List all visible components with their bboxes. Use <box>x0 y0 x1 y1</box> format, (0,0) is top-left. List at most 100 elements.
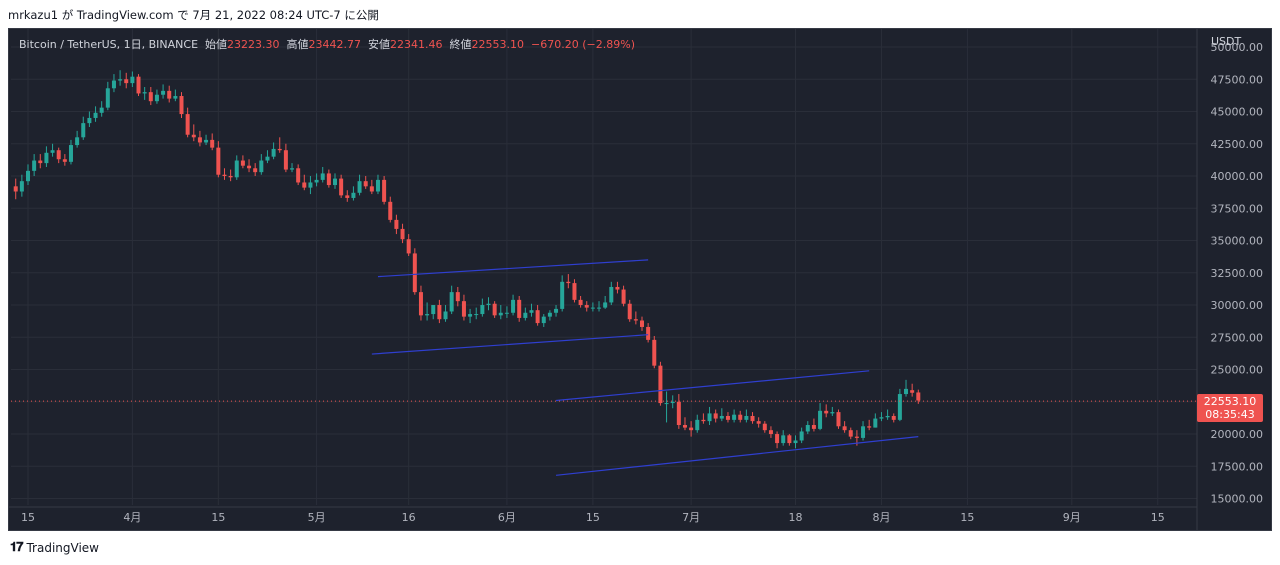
candle-body <box>210 139 215 148</box>
candle-body <box>799 431 804 441</box>
candle-body <box>517 299 522 318</box>
change-value: −670.20 (−2.89%) <box>531 38 635 51</box>
candlestick-chart[interactable]: 17500.0020000.0022500.0025000.0027500.00… <box>9 29 1271 530</box>
candle-body <box>775 434 780 444</box>
close-value: 22553.10 <box>471 38 525 51</box>
candle-body <box>130 76 135 84</box>
candle-body <box>197 137 202 143</box>
candle-body <box>738 414 743 420</box>
candle-body <box>664 403 669 405</box>
candle-body <box>443 311 448 320</box>
symbol-legend: Bitcoin / TetherUS, 1日, BINANCE 始値23223.… <box>19 36 635 52</box>
candle-body <box>394 219 399 229</box>
candle-body <box>621 289 626 304</box>
candle-body <box>701 419 706 422</box>
price-tick-label: 27500.00 <box>1211 331 1264 344</box>
candle-body <box>314 179 319 183</box>
candle-body <box>259 160 264 173</box>
candle-body <box>805 425 810 432</box>
candle-body <box>154 94 159 102</box>
candle-body <box>228 176 233 178</box>
candle-body <box>81 123 86 138</box>
candle-body <box>566 281 571 284</box>
close-label: 終値 <box>449 38 472 51</box>
candle-body <box>824 410 829 414</box>
price-tick-label: 47500.00 <box>1211 73 1264 86</box>
bar-countdown: 08:35:43 <box>1205 408 1255 422</box>
candle-body <box>590 307 595 309</box>
candle-body <box>265 156 270 161</box>
price-tick-label: 15000.00 <box>1211 493 1264 506</box>
candle-body <box>271 148 276 157</box>
candle-body <box>842 426 847 431</box>
price-tick-label: 42500.00 <box>1211 138 1264 151</box>
time-tick-label: 18 <box>789 511 803 524</box>
candle-body <box>609 286 614 303</box>
candle-body <box>234 160 239 178</box>
candle-body <box>768 430 773 435</box>
candle-body <box>50 150 55 153</box>
candle-body <box>124 79 129 84</box>
candle-body <box>640 320 644 327</box>
candle-body <box>511 299 516 313</box>
candle-body <box>787 435 792 444</box>
candle-body <box>431 305 436 315</box>
time-tick-label: 15 <box>960 511 974 524</box>
candle-body <box>695 419 700 431</box>
candles <box>13 70 921 449</box>
low-label: 安値 <box>368 38 391 51</box>
candle-body <box>449 292 454 312</box>
candle-body <box>290 168 295 170</box>
candle-body <box>400 228 405 240</box>
price-tick-label: 40000.00 <box>1211 170 1264 183</box>
price-tick-label: 37500.00 <box>1211 202 1264 215</box>
candle-body <box>529 310 534 313</box>
high-label: 高値 <box>286 38 309 51</box>
candle-body <box>682 425 687 428</box>
candle-body <box>811 425 816 429</box>
candle-body <box>62 159 67 162</box>
candle-body <box>111 80 116 89</box>
candle-body <box>105 88 110 108</box>
candle-body <box>732 414 737 420</box>
candle-body <box>253 168 258 173</box>
last-price-tag: 22553.10 08:35:43 <box>1197 394 1263 423</box>
candle-body <box>308 182 313 188</box>
candle-body <box>333 178 337 186</box>
candle-body <box>375 179 380 192</box>
price-tick-label: 32500.00 <box>1211 267 1264 280</box>
candle-body <box>56 150 61 160</box>
trendline-lower-1 <box>371 334 649 355</box>
time-tick-label: 15 <box>21 511 35 524</box>
candle-body <box>283 150 288 170</box>
brand-name: TradingView <box>26 540 99 555</box>
candle-body <box>161 90 166 95</box>
candle-body <box>658 365 663 404</box>
time-tick-label: 7月 <box>682 511 700 524</box>
price-axis-labels: 17500.0020000.0022500.0025000.0027500.00… <box>1211 41 1264 506</box>
candle-body <box>13 186 18 192</box>
candle-body <box>468 314 473 317</box>
candle-body <box>535 310 540 324</box>
candle-body <box>437 305 442 320</box>
open-label: 始値 <box>205 38 228 51</box>
candle-body <box>861 426 866 438</box>
trendline-lower-2 <box>555 436 919 476</box>
candle-body <box>406 239 411 254</box>
price-tick-label: 17500.00 <box>1211 460 1264 473</box>
candle-body <box>486 303 491 306</box>
candle-body <box>277 148 282 151</box>
candle-body <box>879 417 884 419</box>
candle-body <box>320 173 325 180</box>
price-tick-label: 50000.00 <box>1211 41 1264 54</box>
candle-body <box>707 413 712 422</box>
candle-body <box>492 303 497 316</box>
chart-panel[interactable]: 17500.0020000.0022500.0025000.0027500.00… <box>8 28 1272 531</box>
candle-body <box>873 418 878 428</box>
candle-body <box>142 92 147 94</box>
candle-body <box>351 192 356 198</box>
trendline-upper-1 <box>377 259 649 278</box>
tradingview-footer[interactable]: 𝟏𝟕 TradingView <box>10 540 99 555</box>
price-tick-label: 35000.00 <box>1211 235 1264 248</box>
time-tick-label: 15 <box>211 511 225 524</box>
